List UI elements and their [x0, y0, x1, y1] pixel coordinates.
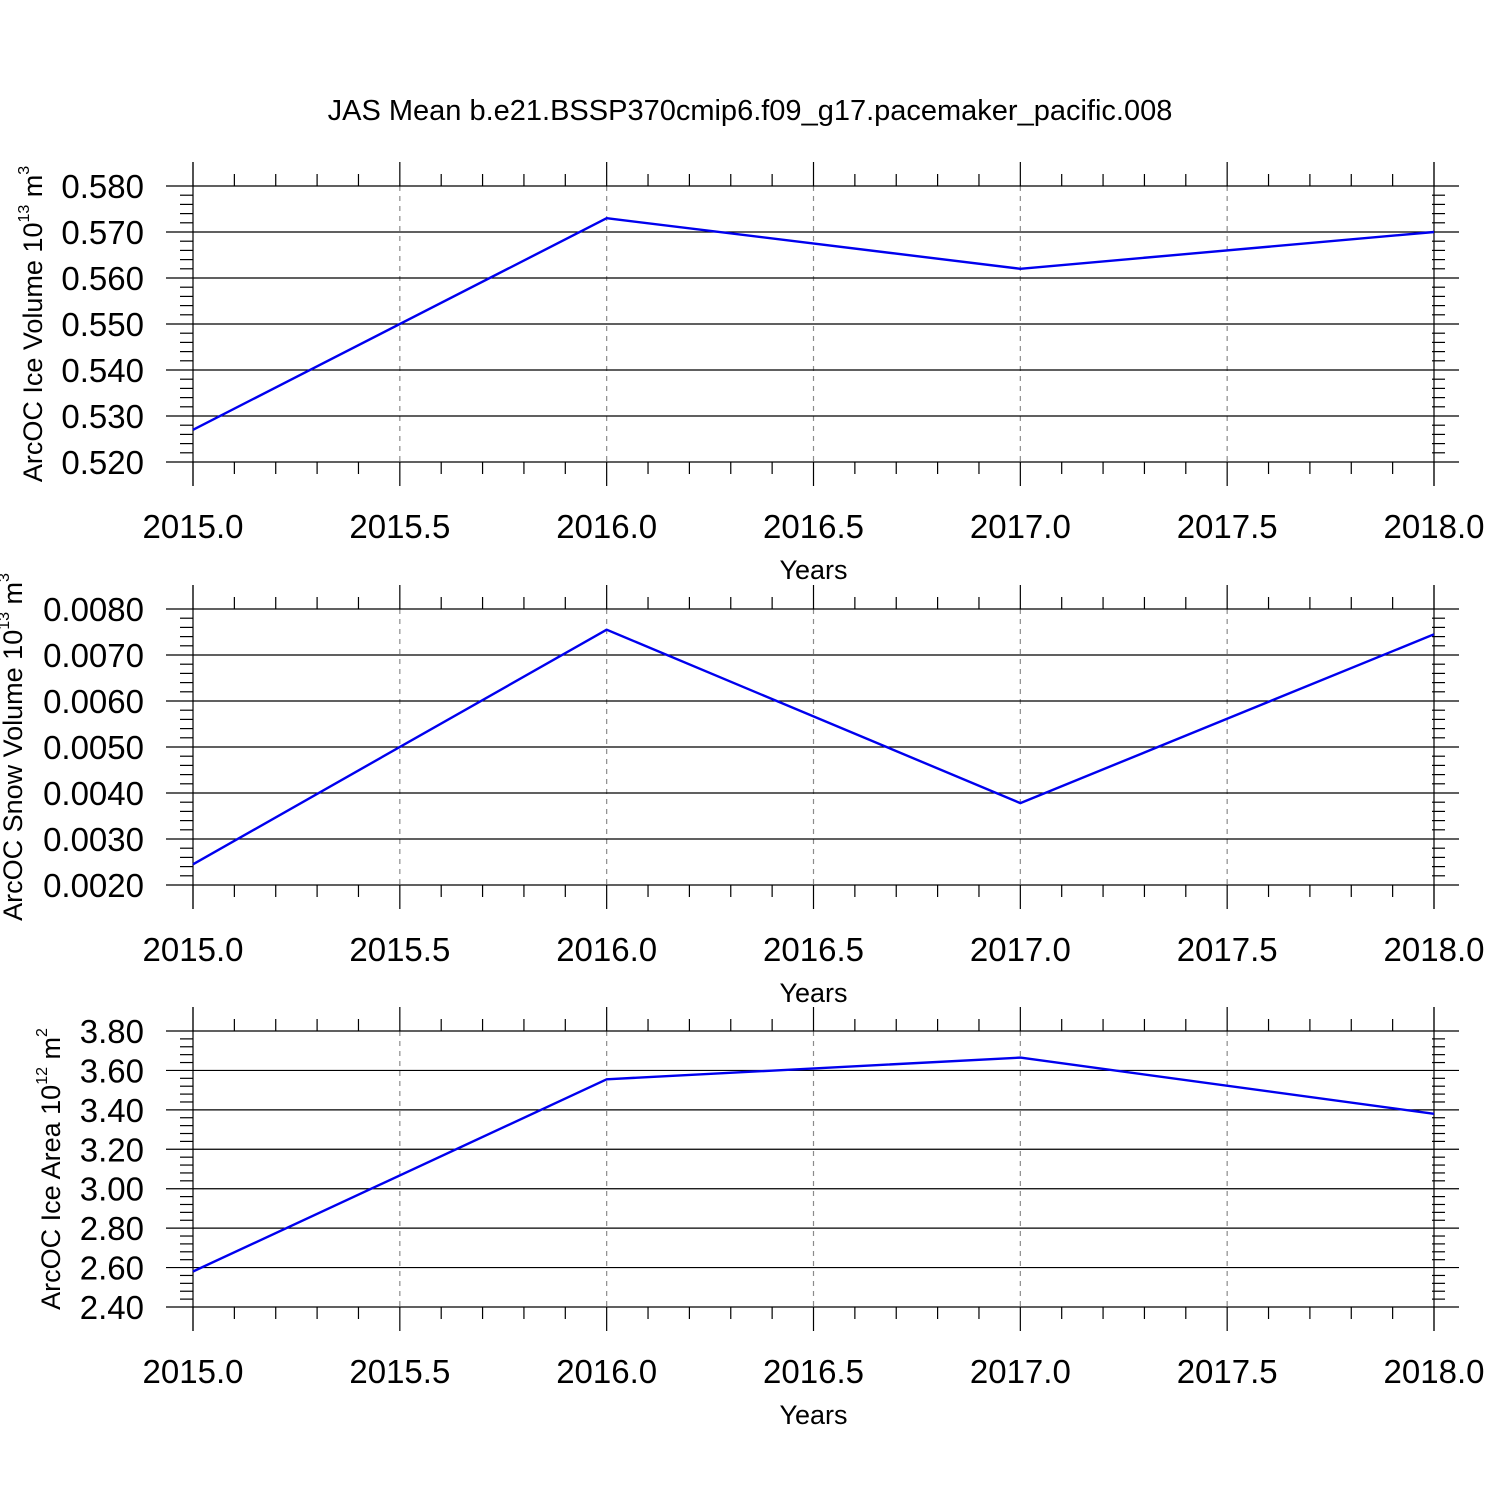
- y-tick-label: 0.0020: [43, 867, 144, 904]
- y-axis-label-text: m: [18, 175, 48, 205]
- y-tick-label: 0.530: [61, 398, 144, 435]
- x-tick-label: 2015.0: [143, 931, 244, 968]
- y-tick-label: 3.00: [80, 1171, 144, 1208]
- x-tick-label: 2017.5: [1177, 508, 1278, 545]
- x-tick-label: 2016.0: [556, 931, 657, 968]
- x-tick-label: 2016.5: [763, 1353, 864, 1390]
- y-tick-label: 0.0060: [43, 683, 144, 720]
- y-axis-label-text: ArcOC Ice Volume 10: [18, 223, 48, 483]
- y-tick-label: 3.40: [80, 1092, 144, 1129]
- y-tick-label: 2.60: [80, 1250, 144, 1287]
- y-axis-label-superscript: 13: [0, 612, 13, 630]
- y-axis-label-text: ArcOC Snow Volume 10: [0, 630, 28, 921]
- y-axis-label-text: ArcOC Ice Area 10: [36, 1085, 66, 1310]
- x-tick-label: 2015.5: [349, 1353, 450, 1390]
- figure-title: JAS Mean b.e21.BSSP370cmip6.f09_g17.pace…: [328, 95, 1173, 127]
- series-line: [192, 628, 1435, 866]
- x-tick-label: 2017.0: [970, 1353, 1071, 1390]
- y-tick-label: 0.560: [61, 260, 144, 297]
- y-axis-label-text: m: [36, 1037, 66, 1067]
- y-tick-label: 0.540: [61, 352, 144, 389]
- x-tick-label: 2015.0: [143, 1353, 244, 1390]
- y-tick-label: 0.580: [61, 168, 144, 205]
- x-tick-label: 2018.0: [1384, 508, 1485, 545]
- x-tick-label: 2017.5: [1177, 931, 1278, 968]
- y-tick-label: 3.80: [80, 1013, 144, 1050]
- x-tick-label: 2018.0: [1384, 1353, 1485, 1390]
- y-tick-label: 0.570: [61, 214, 144, 251]
- panel-snow-volume: 2015.0 2015.5 2016.0 2016.5 2017.0 2017.5 2018…: [0, 573, 1484, 1008]
- y-tick-label: 2.80: [80, 1210, 144, 1247]
- y-tick-label: 0.0070: [43, 637, 144, 674]
- y-tick-label: 0.0030: [43, 821, 144, 858]
- x-tick-label: 2018.0: [1384, 931, 1485, 968]
- series-line: [192, 1056, 1435, 1273]
- x-tick-label: 2015.5: [349, 931, 450, 968]
- y-tick-label: 2.40: [80, 1289, 144, 1326]
- x-tick-label: 2015.0: [143, 508, 244, 545]
- x-tick-label: 2016.5: [763, 931, 864, 968]
- series-line: [192, 216, 1435, 431]
- x-axis-label: Years: [779, 978, 847, 1008]
- panel-ice-area: 2015.0 2015.5 2016.0 2016.5 2017.0 2017.5 2018…: [34, 1007, 1484, 1430]
- y-axis-label-superscript: 3: [0, 573, 13, 582]
- x-axis-label: Years: [779, 555, 847, 585]
- y-axis-label: ArcOC Ice Area 1012 m2: [34, 1028, 66, 1310]
- x-tick-label: 2015.5: [349, 508, 450, 545]
- y-tick-label: 0.0080: [43, 591, 144, 628]
- y-tick-label: 3.20: [80, 1131, 144, 1168]
- x-tick-label: 2017.0: [970, 508, 1071, 545]
- y-axis-label-superscript: 13: [16, 205, 33, 223]
- y-axis-label-superscript: 12: [34, 1067, 51, 1085]
- y-tick-label: 0.550: [61, 306, 144, 343]
- y-axis-label: ArcOC Snow Volume 1013 m3: [0, 573, 28, 921]
- x-axis-label: Years: [779, 1400, 847, 1430]
- y-tick-label: 0.0050: [43, 729, 144, 766]
- y-axis-label-text: m: [0, 582, 28, 612]
- y-axis-label: ArcOC Ice Volume 1013 m3: [16, 166, 48, 482]
- y-axis-label-superscript: 2: [34, 1028, 51, 1037]
- x-tick-label: 2017.5: [1177, 1353, 1278, 1390]
- y-tick-label: 0.0040: [43, 775, 144, 812]
- y-tick-label: 0.520: [61, 444, 144, 481]
- y-tick-label: 3.60: [80, 1052, 144, 1089]
- x-tick-label: 2016.0: [556, 1353, 657, 1390]
- x-tick-label: 2016.0: [556, 508, 657, 545]
- panel-ice-volume: 2015.0 2015.5 2016.0 2016.5 2017.0 2017.5 2018…: [16, 162, 1484, 585]
- x-tick-label: 2016.5: [763, 508, 864, 545]
- y-axis-label-superscript: 3: [16, 166, 33, 175]
- x-tick-label: 2017.0: [970, 931, 1071, 968]
